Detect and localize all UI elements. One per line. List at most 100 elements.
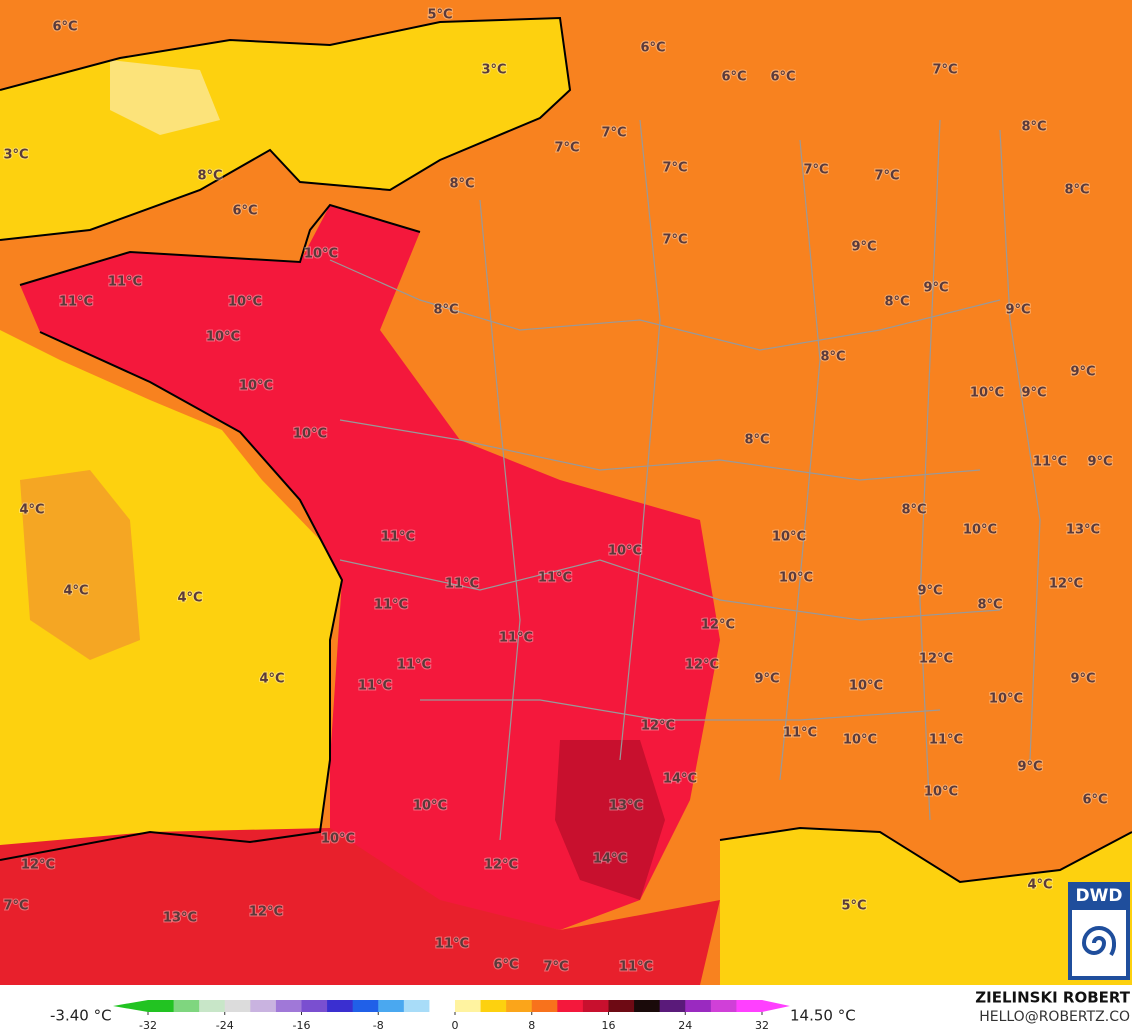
temperature-label: 10°C	[843, 733, 877, 748]
temperature-label: 10°C	[963, 523, 997, 538]
colorbar-swatch	[327, 1000, 354, 1012]
temperature-label: 12°C	[249, 905, 283, 920]
temperature-label: 10°C	[239, 379, 273, 394]
temperature-label: 7°C	[803, 163, 828, 178]
temperature-label: 10°C	[304, 247, 338, 262]
temperature-label: 9°C	[754, 672, 779, 687]
sea-shallow	[110, 60, 220, 135]
temperature-label: 4°C	[259, 672, 284, 687]
colorbar-tick-label: 32	[755, 1019, 769, 1032]
colorbar-swatch	[378, 1000, 405, 1012]
temperature-label: 6°C	[721, 70, 746, 85]
temperature-label: 11°C	[538, 571, 572, 586]
temperature-label: 5°C	[841, 899, 866, 914]
sea-mediterranean	[720, 828, 1132, 985]
temperature-label: 12°C	[685, 658, 719, 673]
temperature-label: 12°C	[641, 719, 675, 734]
temperature-label: 7°C	[662, 161, 687, 176]
temperature-label: 11°C	[374, 598, 408, 613]
colorbar-swatch	[275, 1000, 302, 1012]
temperature-label: 7°C	[601, 126, 626, 141]
temperature-label: 6°C	[493, 958, 518, 973]
temperature-label: 5°C	[427, 8, 452, 23]
temperature-label: 11°C	[1033, 455, 1067, 470]
temperature-label: 7°C	[554, 141, 579, 156]
temperature-label: 11°C	[499, 631, 533, 646]
temperature-label: 11°C	[619, 960, 653, 975]
temperature-label: 3°C	[481, 63, 506, 78]
temperature-label: 4°C	[19, 503, 44, 518]
logo-inner	[1072, 910, 1126, 976]
temperature-label: 9°C	[1070, 365, 1095, 380]
colorbar-low-arrow	[113, 1000, 148, 1012]
colorbar-swatch	[736, 1000, 763, 1012]
temperature-label: 6°C	[1082, 793, 1107, 808]
temperature-label: 12°C	[484, 858, 518, 873]
coastline	[0, 16, 1132, 884]
temperature-label: 10°C	[413, 799, 447, 814]
temperature-label: 10°C	[293, 427, 327, 442]
colorbar-tick-label: 16	[602, 1019, 616, 1032]
logo-text: DWD	[1076, 886, 1123, 906]
temperature-label: 10°C	[228, 295, 262, 310]
colorbar-swatch	[403, 1000, 430, 1012]
colorbar-swatch	[659, 1000, 686, 1012]
colorbar-high-arrow	[762, 1000, 790, 1012]
land-spain	[0, 828, 720, 985]
colorbar-swatch	[224, 1000, 251, 1012]
temperature-label: 7°C	[662, 233, 687, 248]
temperature-label: 7°C	[543, 960, 568, 975]
temperature-label: 4°C	[63, 584, 88, 599]
temperature-label: 10°C	[779, 571, 813, 586]
colorbar-max-label: 14.50 °C	[790, 1007, 856, 1025]
credit-name: ZIELINSKI ROBERT	[975, 989, 1130, 1007]
temperature-label: 9°C	[1021, 386, 1046, 401]
colorbar-tick-label: 24	[678, 1019, 692, 1032]
dwd-logo: DWD	[1068, 882, 1130, 980]
temperature-label: 9°C	[1005, 303, 1030, 318]
temperature-label: 6°C	[640, 41, 665, 56]
colorbar-swatch	[480, 1000, 507, 1012]
colorbar-swatch	[250, 1000, 277, 1012]
temperature-label: 8°C	[1064, 183, 1089, 198]
temperature-label: 4°C	[1027, 878, 1052, 893]
temperature-label: 10°C	[772, 530, 806, 545]
temperature-label: 7°C	[874, 169, 899, 184]
temperature-label: 10°C	[206, 330, 240, 345]
colorbar-swatch	[531, 1000, 558, 1012]
colorbar-swatch	[455, 1000, 482, 1012]
temperature-label: 8°C	[884, 295, 909, 310]
colorbar-swatch	[352, 1000, 379, 1012]
temperature-label: 13°C	[1066, 523, 1100, 538]
colorbar-tick-label: 0	[452, 1019, 459, 1032]
colorbar-tick-label: -24	[216, 1019, 234, 1032]
temperature-label: 8°C	[1021, 120, 1046, 135]
colorbar-tick-label: -16	[293, 1019, 311, 1032]
temperature-label: 12°C	[701, 618, 735, 633]
colorbar-swatch	[685, 1000, 712, 1012]
colorbar-swatch	[582, 1000, 609, 1012]
temperature-label: 9°C	[851, 240, 876, 255]
land-hotspot	[555, 740, 665, 900]
temperature-label: 13°C	[163, 911, 197, 926]
temperature-label: 13°C	[609, 799, 643, 814]
temperature-label: 11°C	[358, 679, 392, 694]
colorbar-min-label: -3.40 °C	[50, 1007, 112, 1025]
colorbar-swatch	[301, 1000, 328, 1012]
temperature-label: 11°C	[445, 577, 479, 592]
temperature-label: 10°C	[849, 679, 883, 694]
temperature-label: 9°C	[1087, 455, 1112, 470]
logo-swirl	[1081, 926, 1117, 957]
temperature-label: 9°C	[1017, 760, 1042, 775]
temperature-label: 11°C	[59, 295, 93, 310]
temperature-label: 8°C	[901, 503, 926, 518]
colorbar-tick-label: -8	[373, 1019, 384, 1032]
temperature-label: 3°C	[3, 148, 28, 163]
credit-contact: HELLO@ROBERTZ.CO	[979, 1009, 1130, 1025]
temperature-label: 11°C	[108, 275, 142, 290]
temperature-label: 7°C	[932, 63, 957, 78]
colorbar-swatch	[634, 1000, 661, 1012]
colorbar-swatch	[429, 1000, 456, 1012]
